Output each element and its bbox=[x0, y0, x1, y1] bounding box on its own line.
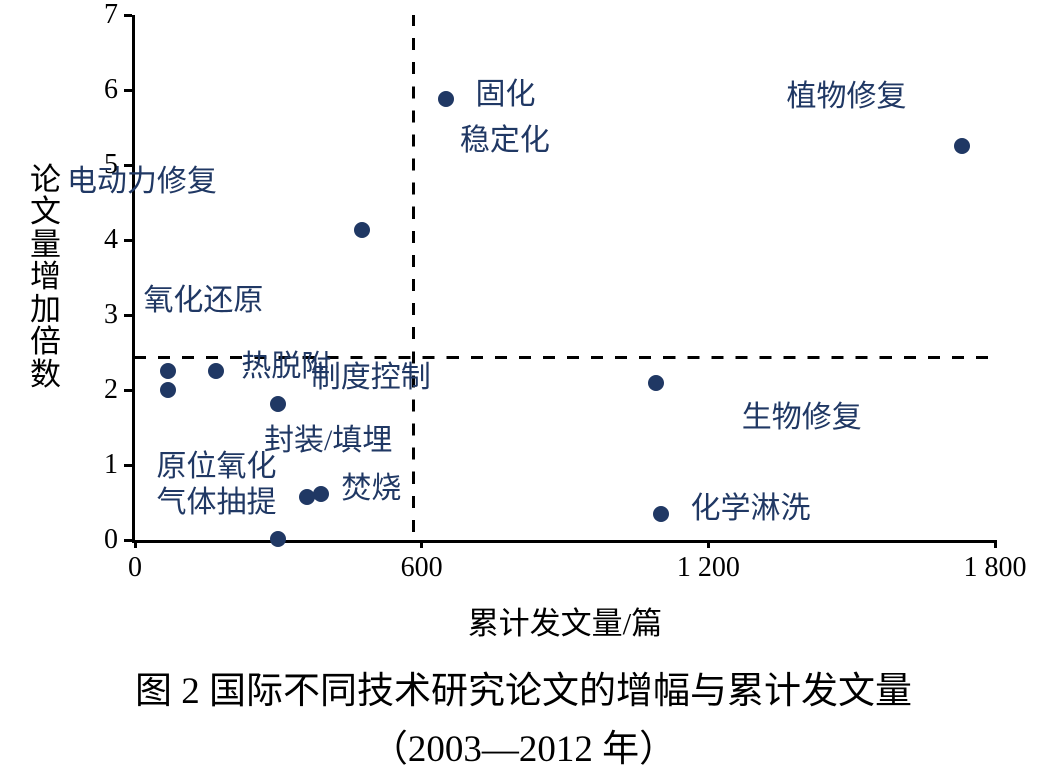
x-tick-label: 1 200 bbox=[677, 552, 740, 584]
x-tick bbox=[420, 540, 423, 548]
y-tick-label: 4 bbox=[104, 224, 118, 256]
x-tick-label: 1 800 bbox=[964, 552, 1027, 584]
y-tick-label: 7 bbox=[104, 0, 118, 31]
data-point bbox=[648, 375, 664, 391]
y-tick bbox=[124, 464, 132, 467]
y-axis-label: 论文量增加倍数 bbox=[30, 164, 61, 392]
data-point-label: 氧化还原 bbox=[143, 275, 263, 319]
data-point-label: 制度控制 bbox=[311, 352, 431, 396]
data-point bbox=[208, 363, 224, 379]
y-tick bbox=[124, 539, 132, 542]
y-tick-label: 1 bbox=[104, 449, 118, 481]
y-tick bbox=[124, 239, 132, 242]
data-point-label: 化学淋洗 bbox=[691, 483, 811, 527]
reference-line-vertical bbox=[412, 15, 415, 540]
data-point bbox=[438, 91, 454, 107]
data-point-label: 焚烧 bbox=[341, 463, 401, 507]
x-tick bbox=[134, 540, 137, 548]
data-point-label: 固化 bbox=[476, 69, 536, 113]
data-point-label: 电动力修复 bbox=[67, 156, 217, 200]
y-tick bbox=[124, 14, 132, 17]
figure-caption-line2: （2003—2012 年） bbox=[371, 718, 676, 772]
data-point bbox=[160, 363, 176, 379]
x-tick bbox=[994, 540, 997, 548]
data-point bbox=[313, 486, 329, 502]
x-tick-label: 0 bbox=[128, 552, 142, 584]
x-tick bbox=[707, 540, 710, 548]
data-point bbox=[653, 506, 669, 522]
y-tick bbox=[124, 314, 132, 317]
x-axis bbox=[132, 540, 995, 543]
data-point bbox=[954, 138, 970, 154]
data-point bbox=[160, 382, 176, 398]
data-point-label: 封装/填埋 bbox=[264, 415, 392, 459]
y-tick bbox=[124, 89, 132, 92]
data-point bbox=[270, 396, 286, 412]
y-tick bbox=[124, 389, 132, 392]
y-tick-label: 2 bbox=[104, 374, 118, 406]
y-axis bbox=[132, 15, 135, 543]
data-point bbox=[299, 489, 315, 505]
data-point-label: 植物修复 bbox=[787, 71, 907, 115]
y-tick-label: 3 bbox=[104, 299, 118, 331]
x-tick-label: 600 bbox=[401, 552, 443, 584]
data-point-label: 稳定化 bbox=[460, 115, 550, 159]
y-tick-label: 6 bbox=[104, 74, 118, 106]
data-point bbox=[354, 222, 370, 238]
data-point-label: 生物修复 bbox=[742, 392, 862, 436]
y-tick-label: 0 bbox=[104, 524, 118, 556]
x-axis-label: 累计发文量/篇 bbox=[468, 598, 663, 643]
figure-caption-line1: 图 2 国际不同技术研究论文的增幅与累计发文量 bbox=[135, 660, 912, 714]
figure-container: 06001 2001 80001234567固化稳定化植物修复电动力修复氧化还原… bbox=[0, 0, 1047, 778]
data-point-label: 气体抽提 bbox=[157, 477, 277, 521]
data-point bbox=[270, 531, 286, 547]
